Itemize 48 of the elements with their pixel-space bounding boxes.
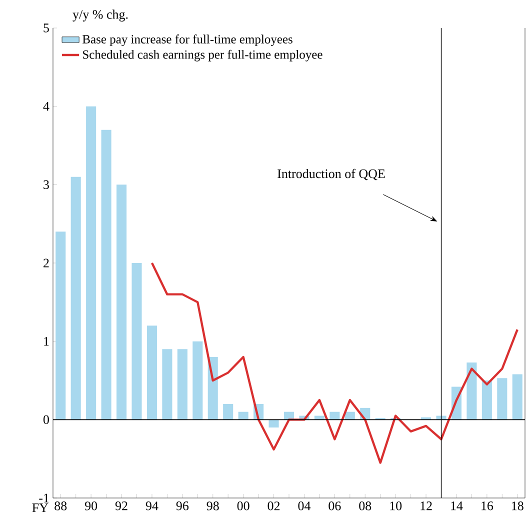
legend-label: Base pay increase for full-time employees [82,34,292,46]
x-tick-label: 16 [482,502,494,510]
y-tick-label: 2 [44,258,49,268]
x-tick-label: 90 [84,502,98,510]
x-tick-label: 14 [451,502,463,510]
x-tick-label: 92 [115,502,128,510]
x-tick-label: 06 [328,502,341,510]
bar [192,341,203,420]
x-tick-label: 00 [237,502,250,510]
y-tick-label: -1 [39,494,49,502]
y-axis-title: y/y % chg. [72,10,128,22]
x-tick-label: 94 [146,502,158,510]
y-tick-label: 0 [43,415,49,424]
bar [497,378,508,420]
bar [101,130,112,420]
x-tick-label: 12 [420,502,432,510]
y-tick-label: 1 [44,337,49,346]
annotation: Introduction of QQE [278,168,385,180]
x-tick-label: 88 [54,502,67,510]
bar [344,412,355,420]
bar [482,380,492,420]
x-tick-label: 98 [206,502,219,510]
bar [238,412,248,420]
bar [70,176,81,420]
x-tick-label: 02 [268,502,280,510]
x-tick-label: 18 [512,502,524,510]
bar [466,362,477,420]
y-tick-label: 5 [44,24,49,32]
bar [56,232,66,420]
bar [512,374,522,420]
x-tick-label: 08 [359,502,372,510]
bar [162,349,172,420]
x-axis-title: FY [32,504,48,512]
y-tick-label: 3 [44,180,49,190]
x-tick-label: 96 [176,502,189,510]
x-tick-label: 04 [298,502,311,510]
legend-label: Scheduled cash earnings per full-time employee [83,50,322,62]
bar [330,412,340,420]
x-tick-label: 10 [390,502,402,510]
bar [116,184,127,420]
bar [86,106,96,420]
bar [146,326,157,420]
y-tick-label: 4 [43,102,50,111]
line-series [150,262,518,464]
bar [223,404,234,420]
bar [132,263,142,420]
bar [268,420,279,428]
bar [177,349,188,420]
